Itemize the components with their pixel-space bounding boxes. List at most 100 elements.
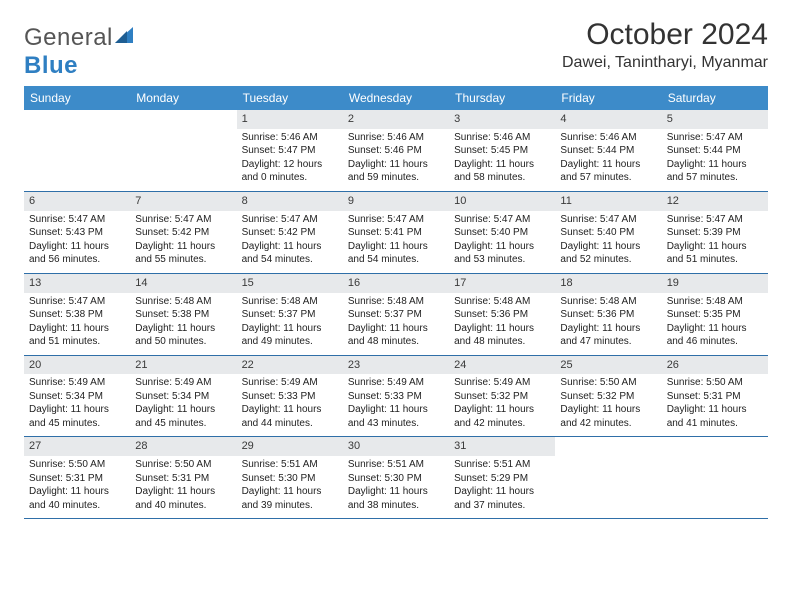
sunset-text: Sunset: 5:40 PM	[454, 226, 550, 240]
day-number: 9	[343, 192, 449, 211]
daylight-text: Daylight: 11 hours	[667, 158, 763, 172]
sunset-text: Sunset: 5:41 PM	[348, 226, 444, 240]
sunset-text: Sunset: 5:30 PM	[242, 472, 338, 486]
empty-cell	[555, 437, 661, 518]
calendar: Sunday Monday Tuesday Wednesday Thursday…	[24, 86, 768, 519]
daylight-text: Daylight: 11 hours	[667, 322, 763, 336]
day-number: 27	[24, 437, 130, 456]
day-cell: 6Sunrise: 5:47 AMSunset: 5:43 PMDaylight…	[24, 192, 130, 273]
daylight-text: and 45 minutes.	[29, 417, 125, 431]
day-header: Tuesday	[237, 86, 343, 110]
day-cell: 11Sunrise: 5:47 AMSunset: 5:40 PMDayligh…	[555, 192, 661, 273]
sunrise-text: Sunrise: 5:47 AM	[135, 213, 231, 227]
daylight-text: and 0 minutes.	[242, 171, 338, 185]
day-cell: 31Sunrise: 5:51 AMSunset: 5:29 PMDayligh…	[449, 437, 555, 518]
day-number: 5	[662, 110, 768, 129]
daylight-text: Daylight: 11 hours	[135, 240, 231, 254]
day-header: Friday	[555, 86, 661, 110]
sunrise-text: Sunrise: 5:49 AM	[135, 376, 231, 390]
day-details: Sunrise: 5:47 AMSunset: 5:44 PMDaylight:…	[662, 129, 768, 191]
daylight-text: Daylight: 11 hours	[348, 158, 444, 172]
day-cell: 26Sunrise: 5:50 AMSunset: 5:31 PMDayligh…	[662, 356, 768, 437]
sunset-text: Sunset: 5:29 PM	[454, 472, 550, 486]
day-details: Sunrise: 5:48 AMSunset: 5:36 PMDaylight:…	[449, 293, 555, 355]
daylight-text: and 37 minutes.	[454, 499, 550, 513]
sunrise-text: Sunrise: 5:47 AM	[242, 213, 338, 227]
daylight-text: Daylight: 11 hours	[560, 403, 656, 417]
daylight-text: and 44 minutes.	[242, 417, 338, 431]
sunrise-text: Sunrise: 5:48 AM	[667, 295, 763, 309]
daylight-text: and 57 minutes.	[560, 171, 656, 185]
month-title: October 2024	[562, 18, 768, 52]
sunrise-text: Sunrise: 5:50 AM	[135, 458, 231, 472]
daylight-text: Daylight: 11 hours	[560, 322, 656, 336]
sunset-text: Sunset: 5:38 PM	[135, 308, 231, 322]
day-cell: 13Sunrise: 5:47 AMSunset: 5:38 PMDayligh…	[24, 274, 130, 355]
daylight-text: Daylight: 11 hours	[348, 403, 444, 417]
day-cell: 1Sunrise: 5:46 AMSunset: 5:47 PMDaylight…	[237, 110, 343, 191]
weeks-container: 1Sunrise: 5:46 AMSunset: 5:47 PMDaylight…	[24, 110, 768, 519]
day-details: Sunrise: 5:49 AMSunset: 5:33 PMDaylight:…	[343, 374, 449, 436]
sunrise-text: Sunrise: 5:51 AM	[242, 458, 338, 472]
sunset-text: Sunset: 5:32 PM	[454, 390, 550, 404]
sunset-text: Sunset: 5:35 PM	[667, 308, 763, 322]
day-cell: 9Sunrise: 5:47 AMSunset: 5:41 PMDaylight…	[343, 192, 449, 273]
day-number: 28	[130, 437, 236, 456]
brand-logo: GeneralBlue	[24, 24, 135, 80]
day-header: Wednesday	[343, 86, 449, 110]
day-cell: 16Sunrise: 5:48 AMSunset: 5:37 PMDayligh…	[343, 274, 449, 355]
empty-cell	[24, 110, 130, 191]
day-details: Sunrise: 5:46 AMSunset: 5:46 PMDaylight:…	[343, 129, 449, 191]
day-number: 21	[130, 356, 236, 375]
daylight-text: and 48 minutes.	[348, 335, 444, 349]
daylight-text: Daylight: 12 hours	[242, 158, 338, 172]
day-number: 6	[24, 192, 130, 211]
day-number: 17	[449, 274, 555, 293]
sunset-text: Sunset: 5:34 PM	[135, 390, 231, 404]
sunset-text: Sunset: 5:44 PM	[667, 144, 763, 158]
sunset-text: Sunset: 5:42 PM	[135, 226, 231, 240]
daylight-text: Daylight: 11 hours	[242, 322, 338, 336]
day-details: Sunrise: 5:47 AMSunset: 5:40 PMDaylight:…	[449, 211, 555, 273]
day-number: 12	[662, 192, 768, 211]
daylight-text: Daylight: 11 hours	[454, 240, 550, 254]
sunrise-text: Sunrise: 5:49 AM	[348, 376, 444, 390]
sunset-text: Sunset: 5:31 PM	[667, 390, 763, 404]
daylight-text: and 42 minutes.	[560, 417, 656, 431]
day-details: Sunrise: 5:47 AMSunset: 5:40 PMDaylight:…	[555, 211, 661, 273]
sunset-text: Sunset: 5:30 PM	[348, 472, 444, 486]
sunset-text: Sunset: 5:40 PM	[560, 226, 656, 240]
day-details: Sunrise: 5:46 AMSunset: 5:45 PMDaylight:…	[449, 129, 555, 191]
sunset-text: Sunset: 5:42 PM	[242, 226, 338, 240]
sunrise-text: Sunrise: 5:48 AM	[348, 295, 444, 309]
day-details: Sunrise: 5:46 AMSunset: 5:47 PMDaylight:…	[237, 129, 343, 191]
daylight-text: and 45 minutes.	[135, 417, 231, 431]
daylight-text: and 58 minutes.	[454, 171, 550, 185]
sunset-text: Sunset: 5:36 PM	[454, 308, 550, 322]
daylight-text: and 40 minutes.	[135, 499, 231, 513]
daylight-text: and 49 minutes.	[242, 335, 338, 349]
sunset-text: Sunset: 5:47 PM	[242, 144, 338, 158]
empty-cell	[662, 437, 768, 518]
day-number: 15	[237, 274, 343, 293]
day-number: 26	[662, 356, 768, 375]
day-details: Sunrise: 5:48 AMSunset: 5:35 PMDaylight:…	[662, 293, 768, 355]
sunrise-text: Sunrise: 5:47 AM	[667, 213, 763, 227]
sunrise-text: Sunrise: 5:47 AM	[29, 213, 125, 227]
sunset-text: Sunset: 5:37 PM	[348, 308, 444, 322]
sunrise-text: Sunrise: 5:46 AM	[454, 131, 550, 145]
brand-part2: Blue	[24, 52, 78, 79]
daylight-text: and 46 minutes.	[667, 335, 763, 349]
daylight-text: and 42 minutes.	[454, 417, 550, 431]
day-details: Sunrise: 5:50 AMSunset: 5:31 PMDaylight:…	[662, 374, 768, 436]
day-number: 4	[555, 110, 661, 129]
day-details: Sunrise: 5:48 AMSunset: 5:36 PMDaylight:…	[555, 293, 661, 355]
day-details: Sunrise: 5:50 AMSunset: 5:32 PMDaylight:…	[555, 374, 661, 436]
sunrise-text: Sunrise: 5:47 AM	[29, 295, 125, 309]
brand-text: GeneralBlue	[24, 24, 135, 80]
daylight-text: and 56 minutes.	[29, 253, 125, 267]
day-details: Sunrise: 5:49 AMSunset: 5:33 PMDaylight:…	[237, 374, 343, 436]
day-cell: 29Sunrise: 5:51 AMSunset: 5:30 PMDayligh…	[237, 437, 343, 518]
week-row: 27Sunrise: 5:50 AMSunset: 5:31 PMDayligh…	[24, 437, 768, 519]
day-cell: 2Sunrise: 5:46 AMSunset: 5:46 PMDaylight…	[343, 110, 449, 191]
